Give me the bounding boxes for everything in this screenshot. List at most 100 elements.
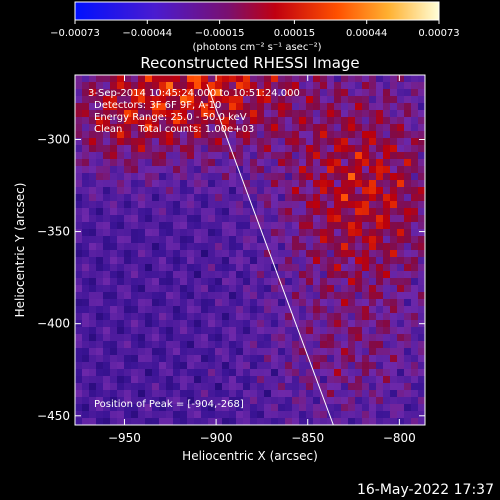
heatmap-cell bbox=[278, 180, 286, 188]
heatmap-cell bbox=[250, 369, 258, 377]
heatmap-cell bbox=[222, 264, 230, 272]
heatmap-cell bbox=[369, 292, 377, 300]
heatmap-cell bbox=[159, 271, 167, 279]
heatmap-cell bbox=[229, 306, 237, 314]
heatmap-cell bbox=[173, 299, 181, 307]
heatmap-cell bbox=[75, 299, 83, 307]
heatmap-cell bbox=[222, 278, 230, 286]
heatmap-cell bbox=[117, 159, 125, 167]
heatmap-cell bbox=[285, 320, 293, 328]
heatmap-cell bbox=[215, 131, 223, 139]
heatmap-cell bbox=[404, 334, 412, 342]
heatmap-cell bbox=[187, 257, 195, 265]
heatmap-cell bbox=[397, 341, 405, 349]
heatmap-cell bbox=[117, 362, 125, 370]
heatmap-cell bbox=[103, 390, 111, 398]
heatmap-cell bbox=[334, 369, 342, 377]
heatmap-cell bbox=[313, 124, 321, 132]
heatmap-cell bbox=[75, 306, 83, 314]
heatmap-cell bbox=[229, 397, 237, 405]
heatmap-cell bbox=[89, 264, 97, 272]
heatmap-cell bbox=[271, 96, 279, 104]
heatmap-cell bbox=[173, 418, 181, 425]
heatmap-cell bbox=[89, 131, 97, 139]
heatmap-cell bbox=[180, 187, 188, 195]
heatmap-cell bbox=[166, 180, 174, 188]
heatmap-cell bbox=[82, 180, 90, 188]
heatmap-cell bbox=[320, 138, 328, 146]
heatmap-cell bbox=[257, 89, 265, 97]
heatmap-cell bbox=[411, 180, 419, 188]
heatmap-cell bbox=[418, 103, 425, 111]
heatmap-cell bbox=[229, 313, 237, 321]
heatmap-cell bbox=[418, 369, 425, 377]
heatmap-cell bbox=[166, 376, 174, 384]
heatmap-cell bbox=[180, 334, 188, 342]
heatmap-cell bbox=[292, 257, 300, 265]
heatmap-cell bbox=[152, 285, 160, 293]
heatmap-cell bbox=[201, 159, 209, 167]
heatmap-cell bbox=[117, 292, 125, 300]
heatmap-cell bbox=[243, 320, 251, 328]
heatmap-cell bbox=[285, 411, 293, 419]
heatmap-cell bbox=[75, 341, 83, 349]
heatmap-cell bbox=[194, 180, 202, 188]
heatmap-cell bbox=[292, 299, 300, 307]
heatmap-cell bbox=[173, 404, 181, 412]
heatmap-cell bbox=[341, 103, 349, 111]
heatmap-cell bbox=[194, 292, 202, 300]
heatmap-cell bbox=[264, 103, 272, 111]
heatmap-cell bbox=[194, 327, 202, 335]
heatmap-cell bbox=[271, 173, 279, 181]
heatmap-cell bbox=[390, 180, 398, 188]
heatmap-cell bbox=[278, 250, 286, 258]
heatmap-cell bbox=[362, 96, 370, 104]
heatmap-cell bbox=[110, 131, 118, 139]
heatmap-cell bbox=[243, 208, 251, 216]
heatmap-cell bbox=[187, 138, 195, 146]
heatmap-cell bbox=[131, 194, 139, 202]
heatmap-cell bbox=[390, 369, 398, 377]
heatmap-cell bbox=[201, 327, 209, 335]
heatmap-cell bbox=[257, 110, 265, 118]
heatmap-cell bbox=[236, 285, 244, 293]
heatmap-cell bbox=[103, 362, 111, 370]
heatmap-cell bbox=[215, 236, 223, 244]
heatmap-cell bbox=[215, 187, 223, 195]
heatmap-cell bbox=[208, 334, 216, 342]
heatmap-cell bbox=[110, 180, 118, 188]
heatmap-cell bbox=[418, 348, 425, 356]
heatmap-cell bbox=[166, 369, 174, 377]
heatmap-cell bbox=[166, 145, 174, 153]
heatmap-cell bbox=[376, 306, 384, 314]
heatmap-cell bbox=[299, 180, 307, 188]
heatmap-cell bbox=[180, 103, 188, 111]
heatmap-cell bbox=[362, 355, 370, 363]
heatmap-cell bbox=[187, 201, 195, 209]
heatmap-cell bbox=[348, 397, 356, 405]
heatmap-cell bbox=[257, 299, 265, 307]
heatmap-cell bbox=[320, 131, 328, 139]
heatmap-cell bbox=[166, 194, 174, 202]
heatmap-cell bbox=[229, 243, 237, 251]
heatmap-cell bbox=[166, 264, 174, 272]
colorbar-tick-label: 0.00015 bbox=[274, 28, 315, 39]
heatmap-cell bbox=[145, 229, 153, 237]
heatmap-cell bbox=[208, 376, 216, 384]
heatmap-cell bbox=[159, 180, 167, 188]
heatmap-cell bbox=[152, 208, 160, 216]
heatmap-cell bbox=[89, 397, 97, 405]
heatmap-cell bbox=[173, 243, 181, 251]
heatmap-cell bbox=[292, 201, 300, 209]
heatmap-cell bbox=[222, 257, 230, 265]
heatmap-cell bbox=[201, 103, 209, 111]
heatmap-cell bbox=[187, 243, 195, 251]
heatmap-cell bbox=[341, 180, 349, 188]
heatmap-cell bbox=[110, 243, 118, 251]
heatmap-cell bbox=[320, 299, 328, 307]
heatmap-cell bbox=[89, 257, 97, 265]
heatmap-cell bbox=[334, 145, 342, 153]
colorbar-tick-label: −0.00015 bbox=[195, 28, 245, 39]
heatmap-cell bbox=[89, 320, 97, 328]
heatmap-cell bbox=[278, 341, 286, 349]
